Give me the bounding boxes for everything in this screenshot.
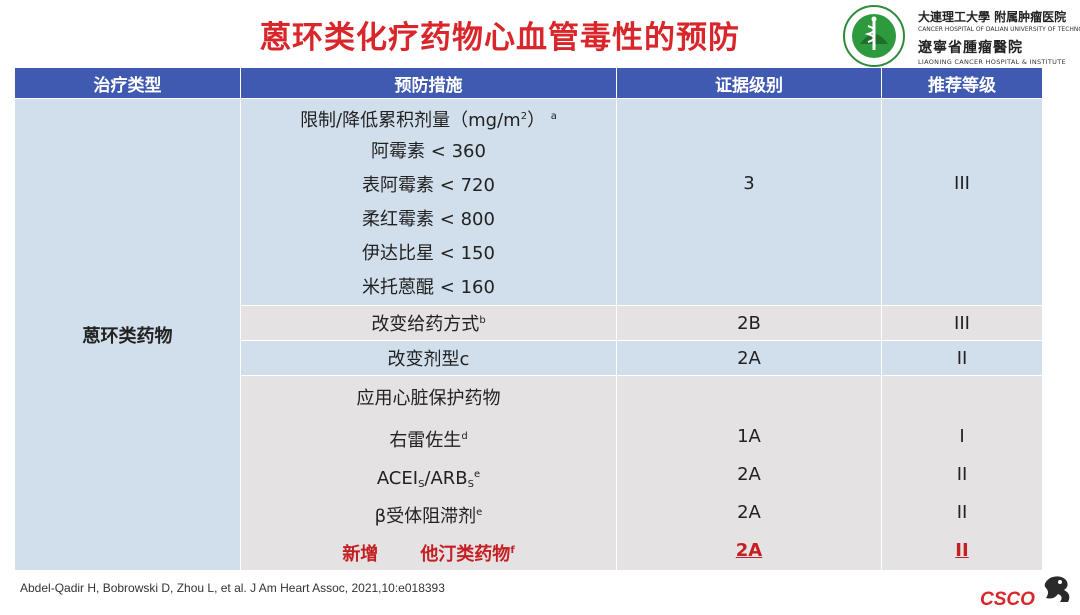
hospital-name-en: LIAONING CANCER HOSPITAL & INSTITUTE: [918, 58, 1066, 66]
dose-item-epirubicin: 表阿霉素 < 720: [362, 175, 495, 196]
header-prevention-measure: 预防措施: [240, 67, 617, 99]
hospital-name-cn: 遼寧省腫瘤醫院: [918, 40, 1023, 56]
cumulative-dose-evidence: 3: [616, 98, 882, 306]
header-evidence-level: 证据级别: [616, 67, 882, 99]
header-treatment-type: 治疗类型: [14, 67, 241, 99]
cardioprotective-grade: I II II II: [881, 375, 1043, 571]
formulation-evidence: 2A: [616, 340, 882, 376]
cardioprotective-cell: 应用心脏保护药物 右雷佐生d ACEIS/ARBSe β受体阻滞剂e 新增 他汀类…: [240, 375, 617, 571]
reference-citation: Abdel-Qadir H, Bobrowski D, Zhou L, et a…: [20, 581, 445, 595]
statin-label: 新增 他汀类药物f: [241, 532, 616, 570]
table-header-row: 治疗类型 预防措施 证据级别 推荐等级: [14, 67, 1043, 99]
table-row: 蒽环类药物 限制/降低累积剂量（mg/m2） a 阿霉素 < 360 表阿霉素 …: [14, 98, 1043, 571]
university-name-cn: 大連理工大學 附属肿瘤医院: [918, 10, 1067, 24]
admin-route-evidence: 2B: [616, 305, 882, 341]
acei-arb-evidence: 2A: [737, 464, 761, 485]
new-addition-badge: 新增: [342, 544, 379, 565]
beta-blocker-label: β受体阻滞剂e: [374, 506, 483, 527]
cumulative-dose-grade: III: [881, 98, 1043, 306]
beta-blocker-evidence: 2A: [737, 502, 761, 523]
acei-arb-label: ACEIS/ARBSe: [376, 468, 481, 490]
hospital-seal-icon: [843, 5, 905, 67]
dose-item-daunorubicin: 柔红霉素 < 800: [362, 209, 495, 230]
hospital-logo: 大連理工大學 附属肿瘤医院 CANCER HOSPITAL OF DALIAN …: [842, 4, 1080, 67]
cumulative-dose-heading: 限制/降低累积剂量（mg/m2） a: [300, 110, 557, 131]
admin-route-grade: III: [881, 305, 1043, 341]
university-name-en: CANCER HOSPITAL OF DALIAN UNIVERSITY OF …: [918, 26, 1080, 33]
dexrazoxane-evidence: 1A: [737, 426, 761, 447]
admin-route-cell: 改变给药方式b: [240, 305, 617, 341]
formulation-grade: II: [881, 340, 1043, 376]
formulation-cell: 改变剂型c: [240, 340, 617, 376]
csco-text: CSCO: [980, 589, 1035, 610]
prevention-table: 治疗类型 预防措施 证据级别 推荐等级 蒽环类药物 限制/降低累积剂量（mg/m…: [14, 67, 1043, 571]
dose-item-mitoxantrone: 米托蒽醌 < 160: [362, 277, 495, 298]
statin-evidence: 2A: [735, 540, 763, 561]
beta-blocker-grade: II: [956, 502, 968, 523]
dose-item-idarubicin: 伊达比星 < 150: [362, 243, 495, 264]
dexrazoxane-grade: I: [959, 426, 965, 447]
dexrazoxane-label: 右雷佐生d: [389, 430, 468, 451]
table-row: 应用心脏保护药物 右雷佐生d ACEIS/ARBSe β受体阻滞剂e 新增 他汀类…: [15, 375, 1043, 571]
csco-logo: CSCO: [980, 576, 1070, 610]
header-recommendation-grade: 推荐等级: [881, 67, 1043, 99]
statin-grade: II: [955, 540, 969, 561]
slide-title: 蒽环类化疗药物心血管毒性的预防: [260, 20, 740, 56]
table-row: 改变给药方式b 2B III: [15, 305, 1043, 341]
cardioprotective-evidence: 1A 2A 2A 2A: [616, 375, 882, 571]
drug-type-cell: 蒽环类药物: [14, 98, 241, 571]
acei-arb-grade: II: [956, 464, 968, 485]
cumulative-dose-cell: 限制/降低累积剂量（mg/m2） a 阿霉素 < 360 表阿霉素 < 720 …: [240, 98, 617, 306]
dose-item-doxorubicin: 阿霉素 < 360: [371, 141, 486, 162]
cardioprotective-heading: 应用心脏保护药物: [356, 388, 501, 409]
